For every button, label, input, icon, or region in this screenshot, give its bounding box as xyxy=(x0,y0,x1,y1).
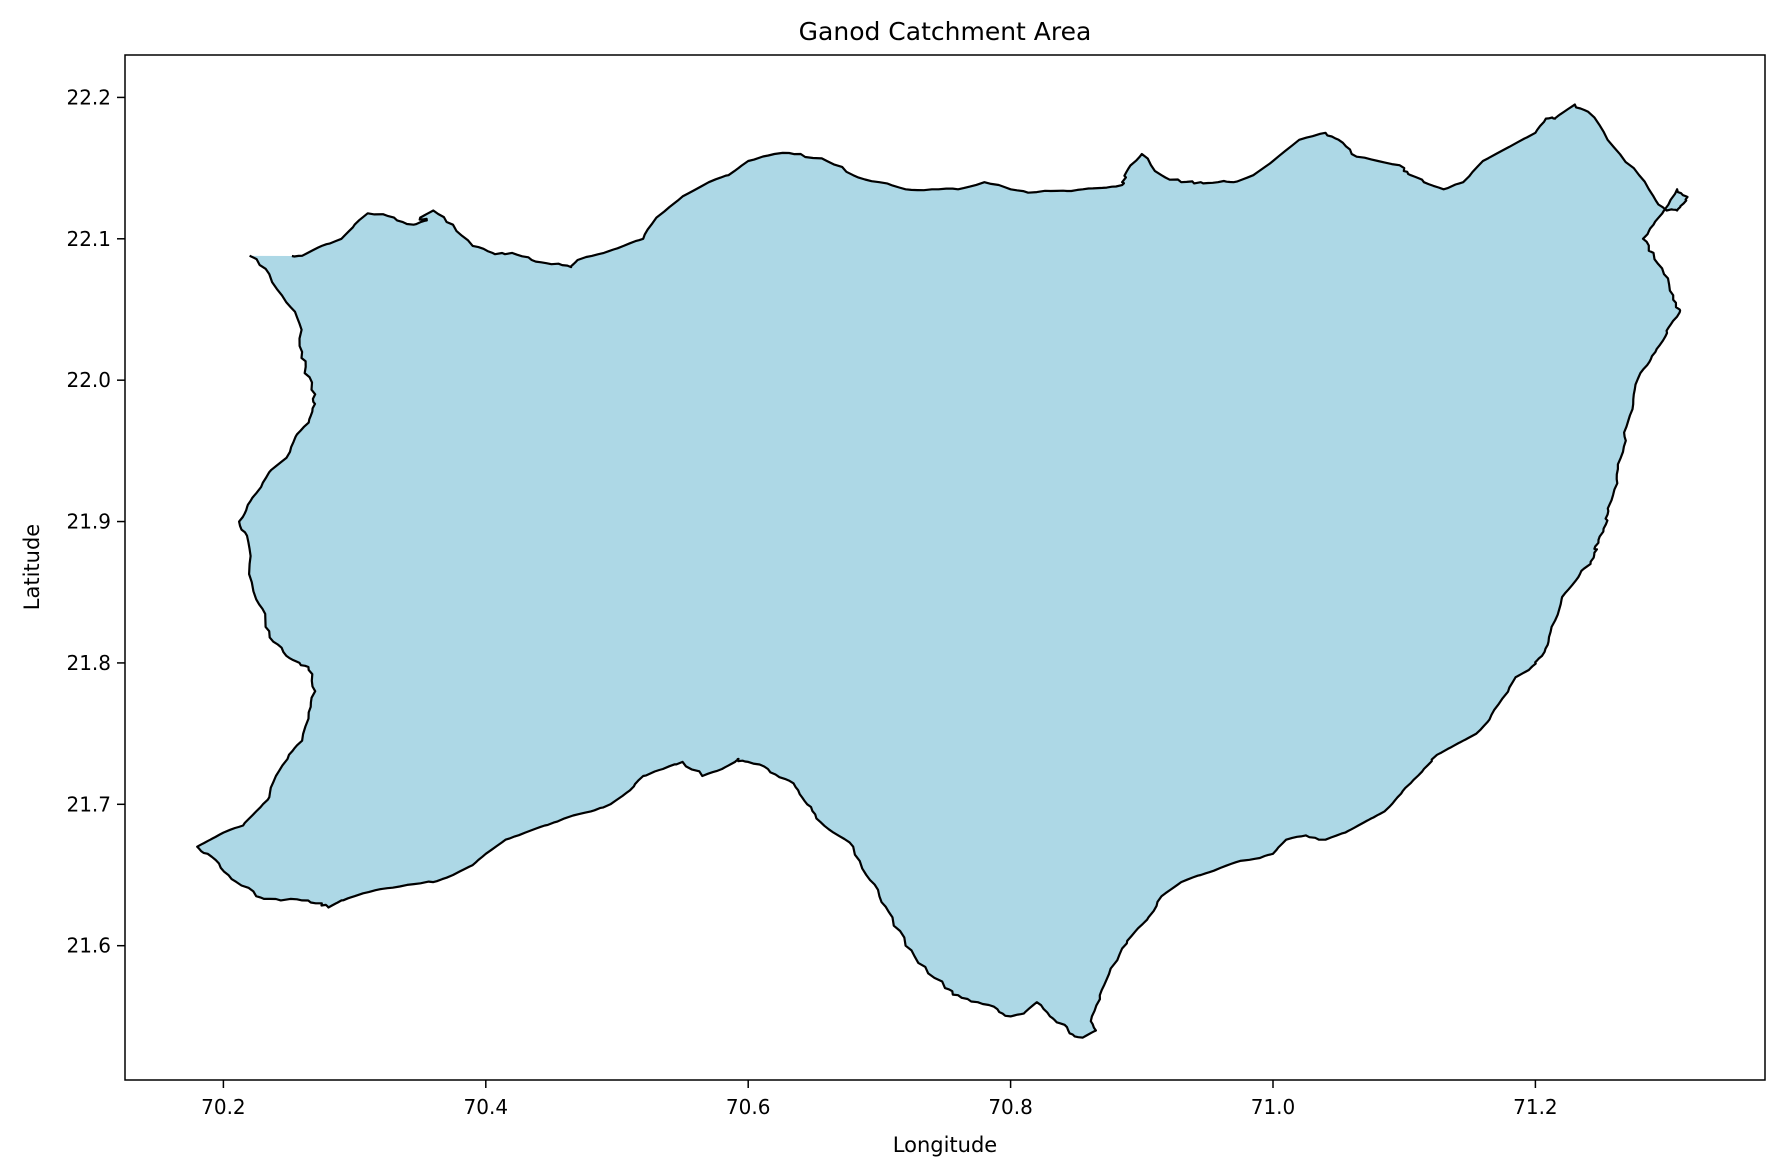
y-axis-label: Latitude xyxy=(20,524,44,610)
x-tick-label: 71.0 xyxy=(1251,1095,1296,1119)
x-tick-label: 71.2 xyxy=(1513,1095,1558,1119)
x-axis: 70.2 70.4 70.6 70.8 71.0 71.2 xyxy=(201,1080,1558,1119)
catchment-polygon-layer xyxy=(196,103,1689,1039)
y-tick-label: 21.7 xyxy=(66,792,111,816)
chart-title: Ganod Catchment Area xyxy=(799,17,1092,46)
y-axis: 21.6 21.7 21.8 21.9 22.0 22.1 22.2 xyxy=(66,85,125,958)
x-tick-label: 70.8 xyxy=(988,1095,1033,1119)
catchment-polygon xyxy=(196,103,1689,1039)
plot-area-frame xyxy=(124,54,1766,1081)
x-tick-label: 70.2 xyxy=(201,1095,246,1119)
y-tick-label: 22.1 xyxy=(66,227,111,251)
y-tick-label: 22.2 xyxy=(66,85,111,109)
x-axis-label: Longitude xyxy=(893,1133,997,1157)
y-tick-label: 21.9 xyxy=(66,510,111,534)
x-tick-label: 70.6 xyxy=(726,1095,771,1119)
y-tick-label: 22.0 xyxy=(66,368,111,392)
y-tick-label: 21.8 xyxy=(66,651,111,675)
y-tick-label: 21.6 xyxy=(66,934,111,958)
x-tick-label: 70.4 xyxy=(464,1095,509,1119)
